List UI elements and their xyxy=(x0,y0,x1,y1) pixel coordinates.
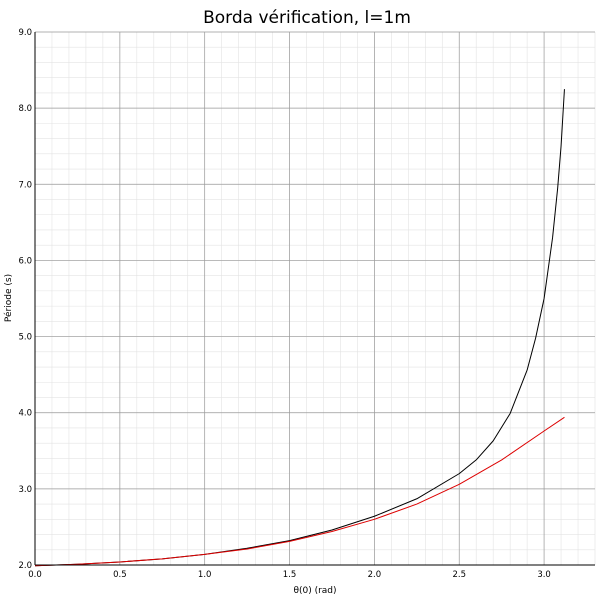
y-tick-label: 8.0 xyxy=(18,104,32,114)
series-group xyxy=(34,89,565,567)
plot-area: 0.0 0.5 1.0 1.5 2.0 2.5 3.0 2.0 3.0 4.0 5.0 6.0 7.0… xyxy=(18,28,596,580)
major-grid xyxy=(34,31,595,566)
y-tick-label: 3.0 xyxy=(18,485,32,495)
y-tick-label: 7.0 xyxy=(18,180,32,190)
x-tick-label: 3.0 xyxy=(537,570,551,580)
y-axis-label: Période (s) xyxy=(3,274,14,322)
y-tick-label: 2.0 xyxy=(18,561,32,571)
x-tick-label: 0.0 xyxy=(28,570,42,580)
x-tick-label: 2.5 xyxy=(452,570,466,580)
y-tick-label: 9.0 xyxy=(18,28,32,38)
y-axis-ticks: 2.0 3.0 4.0 5.0 6.0 7.0 8.0 9.0 xyxy=(18,28,32,571)
series-line-2 xyxy=(34,416,565,567)
x-tick-label: 1.5 xyxy=(283,570,297,580)
x-tick-label: 0.5 xyxy=(113,570,127,580)
chart-title: Borda vérification, l=1m xyxy=(203,8,411,28)
y-tick-label: 4.0 xyxy=(18,409,32,419)
plot-background xyxy=(35,32,595,565)
x-axis-ticks: 0.0 0.5 1.0 1.5 2.0 2.5 3.0 xyxy=(28,570,551,580)
y-tick-label: 5.0 xyxy=(18,333,32,343)
x-axis-label: θ(0) (rad) xyxy=(293,586,336,596)
x-tick-label: 2.0 xyxy=(368,570,382,580)
y-tick-label: 6.0 xyxy=(18,256,32,266)
x-tick-label: 1.0 xyxy=(198,570,212,580)
